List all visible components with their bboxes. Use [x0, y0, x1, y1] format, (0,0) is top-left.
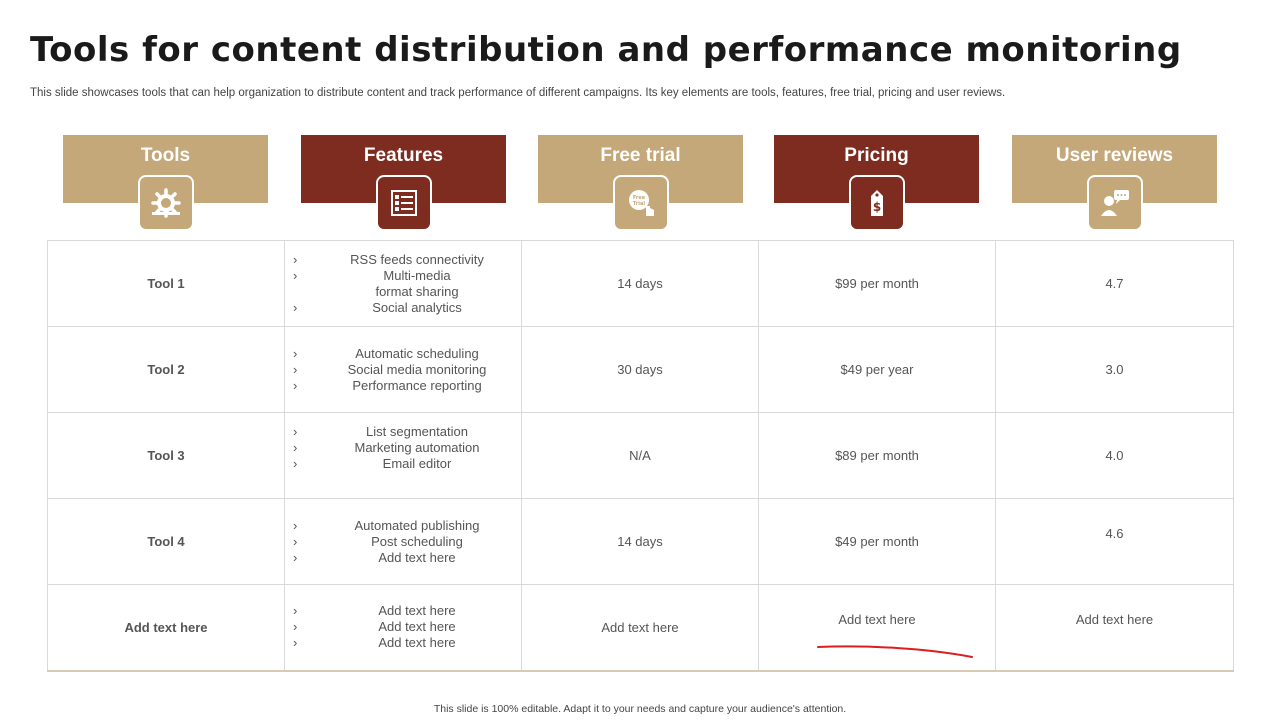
feature-item: Marketing automation [293, 440, 521, 456]
comparison-table: Tool 1 RSS feeds connectivity Multi-medi… [47, 240, 1234, 672]
table-row: Tool 4 Automated publishing Post schedul… [47, 498, 1234, 585]
trial-cell: N/A [521, 412, 759, 499]
table-row: Tool 2 Automatic scheduling Social media… [47, 326, 1234, 413]
feature-item: RSS feeds connectivity [293, 252, 521, 268]
svg-text:Trial: Trial [633, 201, 645, 207]
feature-item: Post scheduling [293, 534, 521, 550]
pricing-cell: $89 per month [758, 412, 996, 499]
reviews-value: Add text here [1075, 611, 1154, 627]
features-cell: List segmentation Marketing automation E… [284, 412, 522, 499]
feature-item: Performance reporting [293, 378, 521, 394]
feature-item: Add text here [293, 635, 521, 651]
user-review-icon [1087, 175, 1143, 231]
tool-cell: Add text here [47, 584, 285, 672]
reviews-cell: 4.7 [995, 240, 1234, 327]
features-cell: RSS feeds connectivity Multi-media forma… [284, 240, 522, 327]
red-annotation-stroke [817, 645, 973, 658]
reviews-value: 4.6 [1105, 526, 1124, 541]
trial-cell: 30 days [521, 326, 759, 413]
features-cell: Automated publishing Post scheduling Add… [284, 498, 522, 585]
reviews-cell: 4.0 [995, 412, 1234, 499]
pricing-cell: Add text here [758, 584, 996, 672]
pricing-cell: $49 per month [758, 498, 996, 585]
feature-list-icon [376, 175, 432, 231]
feature-item: Automatic scheduling [293, 346, 521, 362]
svg-text:$: $ [873, 200, 881, 214]
feature-item: Add text here [293, 550, 521, 566]
feature-item: Social analytics [293, 300, 521, 316]
trial-cell: Add text here [521, 584, 759, 672]
trial-cell: 14 days [521, 240, 759, 327]
price-tag-icon: $ [849, 175, 905, 231]
table-row: Add text here Add text here Add text her… [47, 584, 1234, 672]
footer-note: This slide is 100% editable. Adapt it to… [433, 703, 847, 715]
feature-item: Social media monitoring [293, 362, 521, 378]
tool-cell: Tool 3 [47, 412, 285, 499]
feature-item: List segmentation [293, 424, 521, 440]
feature-item: format sharing [375, 283, 459, 299]
table-row: Tool 3 List segmentation Marketing autom… [47, 412, 1234, 499]
page-subtitle: This slide showcases tools that can help… [30, 87, 1006, 99]
features-cell: Automatic scheduling Social media monito… [284, 326, 522, 413]
tool-cell: Tool 1 [47, 240, 285, 327]
features-cell: Add text here Add text here Add text her… [284, 584, 522, 672]
pricing-value: Add text here [838, 611, 916, 627]
feature-item: Automated publishing [293, 518, 521, 534]
feature-item: Email editor [293, 456, 521, 472]
table-row: Tool 1 RSS feeds connectivity Multi-medi… [47, 240, 1234, 327]
trial-cell: 14 days [521, 498, 759, 585]
reviews-cell: 3.0 [995, 326, 1234, 413]
feature-item: Add text here [293, 603, 521, 619]
page-title: Tools for content distribution and perfo… [30, 30, 1182, 70]
feature-item: Multi-media [293, 268, 521, 284]
tools-gear-icon [138, 175, 194, 231]
free-trial-hand-icon: Free Trial [613, 175, 669, 231]
pricing-cell: $49 per year [758, 326, 996, 413]
reviews-cell: Add text here [995, 584, 1234, 672]
reviews-cell: 4.6 [995, 498, 1234, 585]
tool-cell: Tool 2 [47, 326, 285, 413]
feature-item: Add text here [293, 619, 521, 635]
pricing-cell: $99 per month [758, 240, 996, 327]
svg-text:Free: Free [633, 195, 646, 201]
tool-cell: Tool 4 [47, 498, 285, 585]
